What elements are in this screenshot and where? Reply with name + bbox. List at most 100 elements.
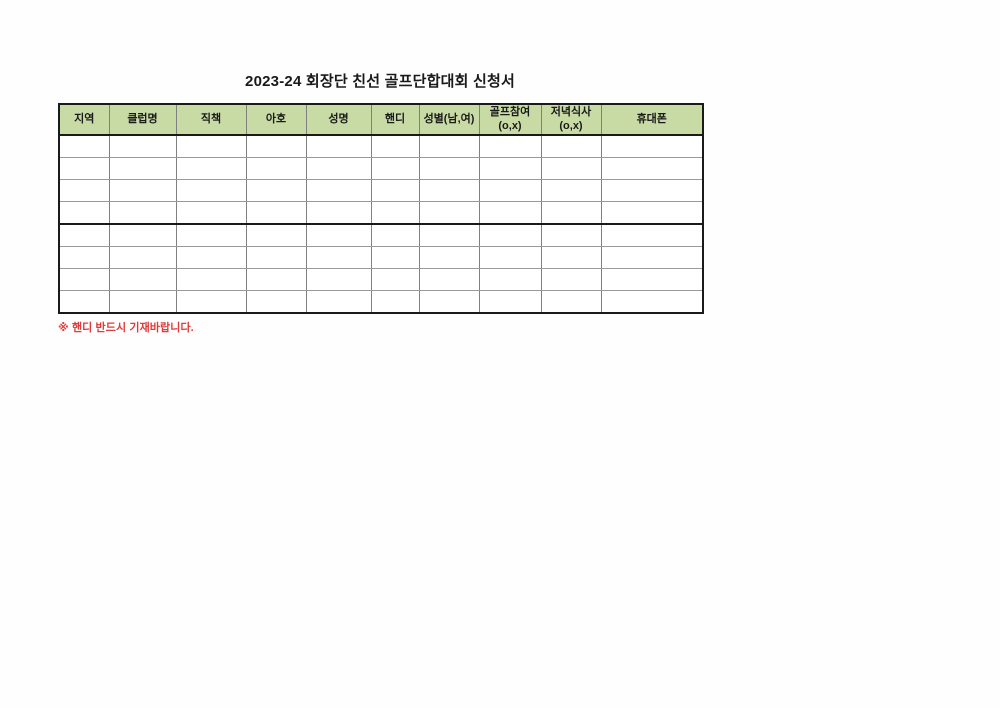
cell-dinner[interactable] <box>540 268 602 291</box>
table-row[interactable] <box>58 290 704 314</box>
cell-dinner[interactable] <box>540 246 602 269</box>
cell-gender[interactable] <box>418 246 480 269</box>
cell-region[interactable] <box>58 134 110 158</box>
cell-region[interactable] <box>58 246 110 269</box>
cell-name[interactable] <box>305 134 372 158</box>
cell-aho[interactable] <box>245 157 307 180</box>
cell-phone[interactable] <box>600 223 704 247</box>
cell-aho[interactable] <box>245 268 307 291</box>
cell-handi[interactable] <box>370 246 420 269</box>
column-header-handicap-label: 핸디 <box>384 112 406 125</box>
cell-position[interactable] <box>175 157 247 180</box>
cell-position[interactable] <box>175 268 247 291</box>
cell-handi[interactable] <box>370 223 420 247</box>
cell-position[interactable] <box>175 201 247 225</box>
cell-region[interactable] <box>58 201 110 225</box>
cell-region[interactable] <box>58 290 110 314</box>
cell-golf[interactable] <box>478 290 542 314</box>
cell-aho[interactable] <box>245 201 307 225</box>
cell-handi[interactable] <box>370 157 420 180</box>
cell-gender[interactable] <box>418 290 480 314</box>
column-header-handicap: 핸디 <box>370 103 420 136</box>
cell-golf[interactable] <box>478 223 542 247</box>
cell-aho[interactable] <box>245 290 307 314</box>
cell-name[interactable] <box>305 157 372 180</box>
cell-golf[interactable] <box>478 157 542 180</box>
cell-gender[interactable] <box>418 201 480 225</box>
cell-club[interactable] <box>108 179 177 202</box>
cell-gender[interactable] <box>418 179 480 202</box>
cell-handi[interactable] <box>370 268 420 291</box>
table-row[interactable] <box>58 179 704 202</box>
cell-position[interactable] <box>175 179 247 202</box>
cell-handi[interactable] <box>370 290 420 314</box>
cell-handi[interactable] <box>370 134 420 158</box>
cell-region[interactable] <box>58 179 110 202</box>
cell-position[interactable] <box>175 134 247 158</box>
cell-name[interactable] <box>305 201 372 225</box>
cell-name[interactable] <box>305 290 372 314</box>
cell-dinner[interactable] <box>540 290 602 314</box>
cell-golf[interactable] <box>478 201 542 225</box>
cell-dinner[interactable] <box>540 201 602 225</box>
cell-position[interactable] <box>175 223 247 247</box>
cell-phone[interactable] <box>600 201 704 225</box>
cell-dinner[interactable] <box>540 223 602 247</box>
cell-name[interactable] <box>305 246 372 269</box>
cell-dinner[interactable] <box>540 134 602 158</box>
cell-aho[interactable] <box>245 179 307 202</box>
cell-golf[interactable] <box>478 246 542 269</box>
cell-club[interactable] <box>108 157 177 180</box>
column-header-aho-label: 아호 <box>265 112 287 125</box>
cell-phone[interactable] <box>600 179 704 202</box>
cell-aho[interactable] <box>245 134 307 158</box>
cell-phone[interactable] <box>600 290 704 314</box>
cell-club[interactable] <box>108 246 177 269</box>
cell-club[interactable] <box>108 290 177 314</box>
column-header-position: 직책 <box>175 103 247 136</box>
cell-gender[interactable] <box>418 157 480 180</box>
table-row[interactable] <box>58 268 704 291</box>
cell-handi[interactable] <box>370 179 420 202</box>
cell-dinner[interactable] <box>540 157 602 180</box>
cell-aho[interactable] <box>245 246 307 269</box>
cell-phone[interactable] <box>600 157 704 180</box>
cell-phone[interactable] <box>600 134 704 158</box>
cell-phone[interactable] <box>600 246 704 269</box>
cell-region[interactable] <box>58 157 110 180</box>
table-body <box>58 134 704 314</box>
column-header-name-label: 성명 <box>328 112 349 125</box>
cell-club[interactable] <box>108 134 177 158</box>
footnote-handicap-required: ※ 핸디 반드시 기재바랍니다. <box>58 322 194 334</box>
cell-gender[interactable] <box>418 223 480 247</box>
column-header-golf-participation: 골프참여 (o,x) <box>478 103 542 136</box>
cell-gender[interactable] <box>418 268 480 291</box>
cell-golf[interactable] <box>478 134 542 158</box>
cell-gender[interactable] <box>418 134 480 158</box>
cell-position[interactable] <box>175 246 247 269</box>
cell-phone[interactable] <box>600 268 704 291</box>
cell-golf[interactable] <box>478 179 542 202</box>
cell-club[interactable] <box>108 223 177 247</box>
cell-name[interactable] <box>305 223 372 247</box>
cell-position[interactable] <box>175 290 247 314</box>
table-row[interactable] <box>58 223 704 247</box>
table-row[interactable] <box>58 246 704 269</box>
cell-club[interactable] <box>108 268 177 291</box>
cell-handi[interactable] <box>370 201 420 225</box>
column-header-golf-participation-sublabel: (o,x) <box>498 119 522 132</box>
cell-name[interactable] <box>305 268 372 291</box>
cell-region[interactable] <box>58 268 110 291</box>
column-header-dinner-sublabel: (o,x) <box>559 119 583 132</box>
cell-aho[interactable] <box>245 223 307 247</box>
cell-dinner[interactable] <box>540 179 602 202</box>
cell-club[interactable] <box>108 201 177 225</box>
column-header-name: 성명 <box>305 103 372 136</box>
table-row[interactable] <box>58 134 704 158</box>
cell-golf[interactable] <box>478 268 542 291</box>
cell-region[interactable] <box>58 223 110 247</box>
table-row[interactable] <box>58 157 704 180</box>
table-row[interactable] <box>58 201 704 225</box>
cell-name[interactable] <box>305 179 372 202</box>
